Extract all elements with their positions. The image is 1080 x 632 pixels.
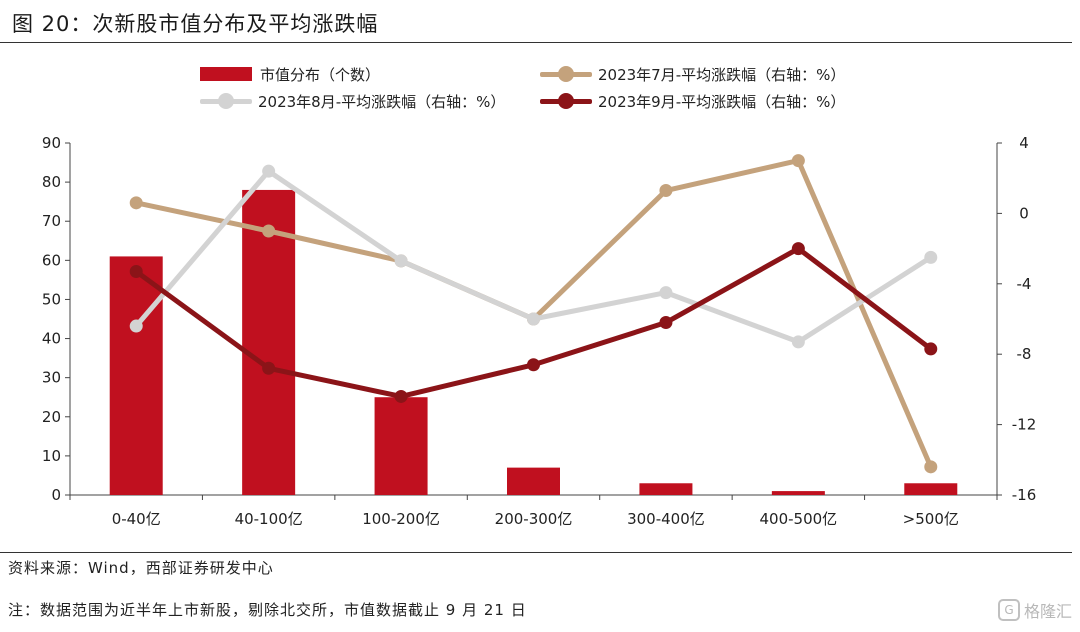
x-tick-label: 400-500亿 <box>760 510 838 528</box>
line-point-1 <box>262 164 276 178</box>
bar <box>771 491 825 495</box>
left-tick-label: 20 <box>42 408 61 426</box>
left-tick-label: 60 <box>42 251 61 269</box>
legend-swatch-july <box>540 65 592 83</box>
x-tick-label: 0-40亿 <box>112 510 161 528</box>
line-point-1 <box>394 254 408 268</box>
line-point-2 <box>262 361 276 375</box>
watermark-text: 格隆汇 <box>1023 602 1072 621</box>
line-point-2 <box>791 242 805 256</box>
legend-row-1: 市值分布（个数） 2023年7月-平均涨跌幅（右轴：%） <box>200 62 845 86</box>
chart-plot: 0 10 20 30 40 50 60 70 80 90 -16 -12 -8 -4 0 4 0-40亿 40-1… <box>42 134 1037 528</box>
line-point-1 <box>924 250 938 264</box>
line-point-2 <box>129 264 143 278</box>
left-tick-label: 0 <box>51 486 61 504</box>
note-text: 注：数据范围为近半年上市新股，剔除北交所，市值数据截止 9 月 21 日 <box>8 601 527 619</box>
watermark: G 格隆汇 <box>997 598 1072 622</box>
line-point-2 <box>394 389 408 403</box>
line-point-0 <box>659 184 673 198</box>
source-text: 资料来源：Wind，西部证券研发中心 <box>8 559 274 577</box>
footer-divider <box>0 552 1072 553</box>
bar <box>639 483 693 495</box>
x-tick-label: >500亿 <box>903 510 959 528</box>
left-tick-label: 50 <box>42 290 61 308</box>
figure-title: 图 20：次新股市值分布及平均涨跌幅 <box>12 12 379 36</box>
watermark-logo-icon: G <box>997 599 1020 621</box>
bar <box>507 467 560 495</box>
legend-label-august: 2023年8月-平均涨跌幅（右轴：%） <box>258 92 506 111</box>
left-tick-label: 30 <box>42 369 61 387</box>
left-tick-label: 70 <box>42 212 61 230</box>
right-tick-label: -4 <box>1017 275 1032 293</box>
legend-item-september: 2023年9月-平均涨跌幅（右轴：%） <box>540 91 845 112</box>
line-point-2 <box>924 342 938 356</box>
title-divider <box>0 42 1072 43</box>
left-tick-label: 40 <box>42 330 61 348</box>
left-tick-label: 80 <box>42 173 61 191</box>
x-tick-label: 100-200亿 <box>362 510 440 528</box>
legend-swatch-september <box>540 92 592 110</box>
legend-item-july: 2023年7月-平均涨跌幅（右轴：%） <box>540 64 845 85</box>
x-tick-label: 200-300亿 <box>495 510 573 528</box>
line-point-2 <box>527 358 540 372</box>
bar <box>904 483 958 495</box>
right-tick-label: 0 <box>1019 204 1029 222</box>
line-point-1 <box>129 319 143 333</box>
legend-label-september: 2023年9月-平均涨跌幅（右轴：%） <box>598 92 846 111</box>
legend-swatch-august <box>200 92 252 110</box>
x-tick-label: 300-400亿 <box>627 510 705 528</box>
line-point-0 <box>791 154 805 168</box>
line-point-1 <box>659 286 673 300</box>
legend-row-2: 2023年8月-平均涨跌幅（右轴：%） 2023年9月-平均涨跌幅（右轴：%） <box>200 89 845 113</box>
right-tick-label: -8 <box>1017 345 1032 363</box>
line-point-0 <box>262 224 276 238</box>
line-point-0 <box>924 460 938 474</box>
bar <box>109 256 163 495</box>
x-tick-label: 40-100亿 <box>235 510 303 528</box>
right-tick-label: -12 <box>1012 416 1037 434</box>
legend-label-bar: 市值分布（个数） <box>260 65 381 84</box>
line-point-2 <box>659 316 673 330</box>
bar <box>374 397 428 495</box>
left-tick-label: 10 <box>42 447 61 465</box>
line-point-1 <box>791 335 805 349</box>
bar <box>242 189 296 495</box>
line-point-1 <box>527 312 540 326</box>
left-tick-label: 90 <box>42 134 61 152</box>
legend-item-august: 2023年8月-平均涨跌幅（右轴：%） <box>200 91 540 112</box>
line-point-0 <box>129 196 143 210</box>
legend-swatch-bar <box>200 67 252 81</box>
legend-label-july: 2023年7月-平均涨跌幅（右轴：%） <box>598 65 846 84</box>
right-tick-label: -16 <box>1012 486 1037 504</box>
legend-item-bar: 市值分布（个数） <box>200 64 540 85</box>
right-tick-label: 4 <box>1019 134 1029 152</box>
